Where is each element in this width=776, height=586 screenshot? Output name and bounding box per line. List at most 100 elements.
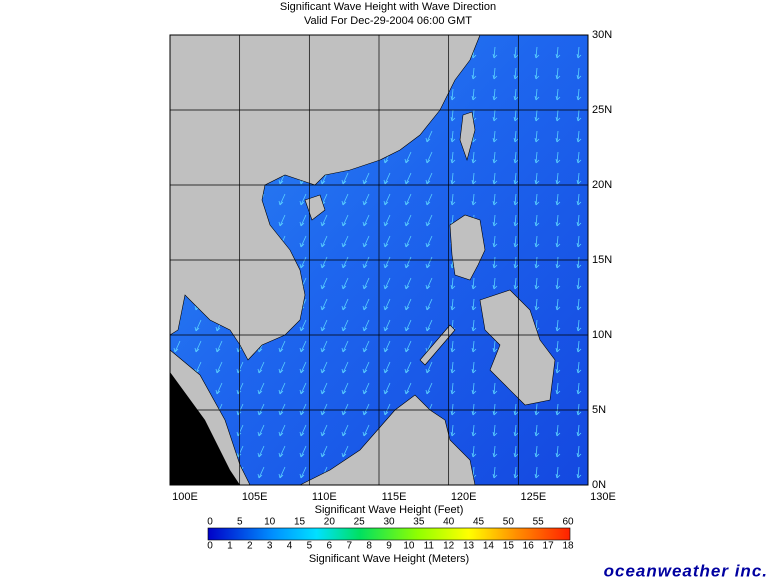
arrow xyxy=(576,109,582,122)
arrow xyxy=(450,361,456,374)
meters-tick-label: 16 xyxy=(523,541,535,552)
arrow xyxy=(576,466,582,479)
meters-tick-label: 1 xyxy=(227,541,233,552)
arrow xyxy=(425,361,433,374)
arrow xyxy=(320,256,328,269)
arrow xyxy=(471,193,477,206)
meters-tick-label: 11 xyxy=(424,541,435,552)
arrow xyxy=(471,172,477,185)
feet-tick-label: 5 xyxy=(237,517,243,528)
meters-tick-label: 3 xyxy=(267,541,273,552)
arrow xyxy=(576,172,582,185)
meters-tick-label: 13 xyxy=(463,541,475,552)
arrow xyxy=(555,67,561,80)
arrow xyxy=(299,466,307,479)
arrow xyxy=(576,403,582,416)
arrow xyxy=(492,67,498,80)
arrow xyxy=(383,298,391,311)
arrow xyxy=(534,403,540,416)
arrow xyxy=(450,340,456,353)
arrow xyxy=(471,277,477,290)
arrow xyxy=(450,151,456,164)
feet-tick-label: 50 xyxy=(503,517,515,528)
arrow xyxy=(320,403,328,416)
arrow xyxy=(513,88,519,101)
lat-label: 20N xyxy=(592,179,612,191)
sumatra xyxy=(170,372,240,485)
feet-tick-label: 60 xyxy=(562,517,574,528)
arrow xyxy=(215,382,223,395)
meters-tick-label: 7 xyxy=(346,541,352,552)
arrow xyxy=(320,382,328,395)
arrow xyxy=(320,340,328,353)
arrow xyxy=(425,298,433,311)
graticule xyxy=(170,35,588,485)
arrow xyxy=(341,235,349,248)
arrow xyxy=(257,424,265,437)
arrow xyxy=(555,88,561,101)
lon-label: 105E xyxy=(242,491,268,503)
arrow xyxy=(513,172,519,185)
arrow xyxy=(513,466,519,479)
arrow xyxy=(492,445,498,458)
arrow xyxy=(576,88,582,101)
arrow xyxy=(341,214,349,227)
arrow xyxy=(425,193,433,206)
feet-tick-label: 45 xyxy=(473,517,485,528)
arrow xyxy=(555,46,561,59)
arrow xyxy=(534,46,540,59)
meters-tick-label: 17 xyxy=(543,541,555,552)
arrow xyxy=(404,382,412,395)
lon-label: 110E xyxy=(312,491,337,503)
arrow xyxy=(278,193,286,206)
taiwan xyxy=(459,111,476,162)
meters-tick-label: 4 xyxy=(287,541,293,552)
arrow xyxy=(215,340,223,353)
arrow xyxy=(425,172,433,185)
arrow xyxy=(576,151,582,164)
arrow xyxy=(404,340,412,353)
lat-label: 15N xyxy=(592,254,612,266)
arrow xyxy=(513,445,519,458)
arrow xyxy=(576,424,582,437)
arrow xyxy=(471,88,477,101)
arrow xyxy=(362,256,370,269)
lat-label: 25N xyxy=(592,104,612,116)
arrow xyxy=(320,445,328,458)
arrow xyxy=(341,193,349,206)
meters-label: Significant Wave Height (Meters) xyxy=(309,553,469,565)
arrow xyxy=(492,172,498,185)
arrow xyxy=(534,424,540,437)
arrow xyxy=(555,403,561,416)
arrow xyxy=(534,88,540,101)
arrow xyxy=(471,319,477,332)
arrow xyxy=(341,319,349,332)
arrow xyxy=(576,277,582,290)
meters-tick-label: 2 xyxy=(247,541,253,552)
arrow xyxy=(341,256,349,269)
meters-tick-label: 18 xyxy=(562,541,574,552)
feet-tick-label: 10 xyxy=(264,517,276,528)
arrow xyxy=(404,235,412,248)
lon-label: 125E xyxy=(520,491,546,503)
arrow xyxy=(450,424,456,437)
arrow xyxy=(341,277,349,290)
meters-tick-label: 0 xyxy=(207,541,213,552)
lon-label: 120E xyxy=(451,491,477,503)
arrow xyxy=(471,151,477,164)
arrow xyxy=(492,130,498,143)
lon-label: 130E xyxy=(590,491,616,503)
arrow xyxy=(320,361,328,374)
arrow xyxy=(299,340,307,353)
lon-label: 100E xyxy=(172,491,198,503)
arrow xyxy=(471,298,477,311)
arrow xyxy=(425,382,433,395)
arrow xyxy=(492,235,498,248)
arrow xyxy=(362,298,370,311)
arrow xyxy=(450,109,456,122)
arrow xyxy=(362,277,370,290)
arrow xyxy=(362,340,370,353)
arrow xyxy=(341,172,349,185)
meters-tick-label: 8 xyxy=(366,541,372,552)
arrow xyxy=(299,256,307,269)
